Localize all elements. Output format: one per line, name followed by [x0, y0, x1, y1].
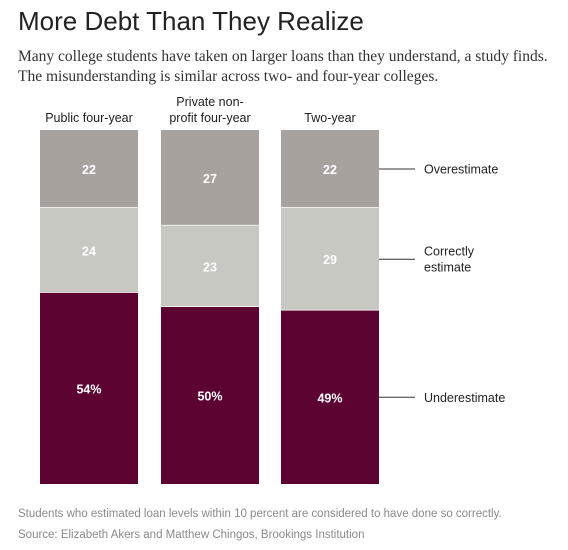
data-label-correctly-estimate-2: 23	[203, 260, 217, 274]
subtitle-line-2: The misunderstanding is similar across t…	[18, 68, 439, 85]
chart-subtitle: Many college students have taken on larg…	[18, 47, 563, 87]
bar-segment-underestimate-1	[40, 292, 138, 484]
bar-segment-overestimate-1	[40, 130, 138, 208]
category-label-2: Private non-	[176, 95, 243, 109]
data-label-overestimate-1: 22	[82, 163, 96, 177]
source-note: Source: Elizabeth Akers and Matthew Chin…	[18, 529, 365, 541]
bar-segment-correctly-estimate-2	[161, 225, 259, 307]
chart-title: More Debt Than They Realize	[18, 6, 364, 36]
bar-segment-correctly-estimate-1	[40, 207, 138, 293]
bar-segment-overestimate-3	[281, 130, 379, 208]
bar-segment-underestimate-2	[161, 307, 259, 484]
legend-label-underestimate: Underestimate	[424, 391, 505, 405]
bar-segment-correctly-estimate-3	[281, 207, 379, 311]
data-label-correctly-estimate-1: 24	[82, 244, 96, 258]
category-label-3: Two-year	[304, 111, 355, 125]
legend-label-overestimate: Overestimate	[424, 162, 498, 176]
category-label-1: Public four-year	[45, 111, 133, 125]
legend-label-correctly-estimate: Correctly	[424, 245, 475, 259]
bar-segment-underestimate-3	[281, 310, 379, 484]
data-label-correctly-estimate-3: 29	[323, 253, 337, 267]
data-label-underestimate-2: 50%	[197, 390, 222, 404]
data-label-overestimate-2: 27	[203, 172, 217, 186]
footnote: Students who estimated loan levels withi…	[18, 508, 502, 520]
bar-segment-overestimate-2	[161, 130, 259, 226]
legend-label-correctly-estimate: estimate	[424, 261, 471, 275]
data-label-overestimate-3: 22	[323, 163, 337, 177]
category-label-2: profit four-year	[169, 111, 250, 125]
data-label-underestimate-3: 49%	[317, 391, 342, 405]
subtitle-line-1: Many college students have taken on larg…	[18, 48, 548, 65]
data-label-underestimate-1: 54%	[76, 382, 101, 396]
